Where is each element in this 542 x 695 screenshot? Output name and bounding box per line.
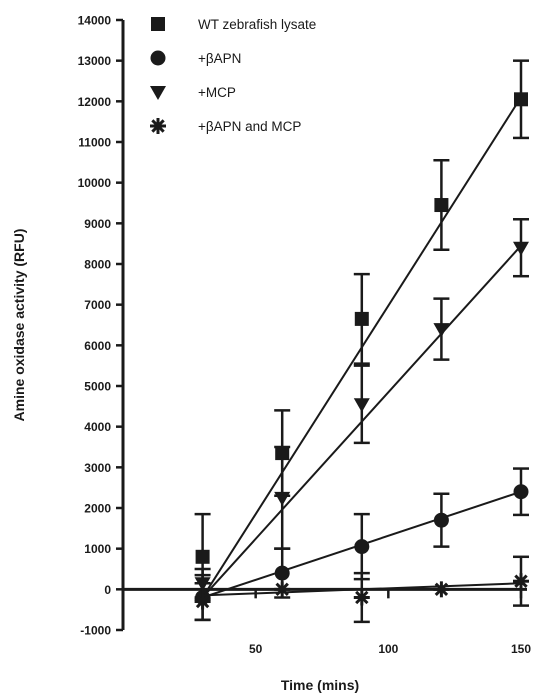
legend-item: WT zebrafish lysate	[151, 17, 316, 32]
data-point	[274, 581, 291, 598]
data-point	[195, 549, 210, 564]
legend-marker	[150, 118, 166, 134]
y-tick-label: 11000	[78, 136, 111, 150]
series-3	[194, 218, 529, 599]
data-point	[353, 589, 370, 606]
y-tick-label: 3000	[84, 461, 111, 475]
x-axis-label: Time (mins)	[281, 677, 359, 693]
y-axis: -1000 0 1000 2000 3000 4000 5000 6000 7000 8000 90…	[78, 14, 125, 638]
data-point	[433, 581, 450, 598]
legend-item: +βAPN and MCP	[150, 118, 301, 134]
y-tick-label: 2000	[84, 502, 111, 516]
data-point	[433, 323, 450, 338]
data-point	[434, 198, 449, 213]
x-tick-label: 150	[511, 642, 531, 656]
y-tick-label: 13000	[78, 54, 112, 68]
y-tick-label: 0	[104, 583, 111, 597]
data-point	[274, 565, 290, 581]
y-tick-label: 7000	[84, 298, 111, 312]
y-tick-label: 9000	[84, 217, 111, 231]
y-tick-label: 1000	[84, 542, 111, 556]
legend: WT zebrafish lysate +βAPN +MCP +βAPN and MC…	[150, 17, 316, 134]
x-axis: 50 100 150	[123, 587, 531, 656]
data-point	[354, 539, 370, 555]
data-point	[353, 398, 370, 413]
data-point	[513, 484, 529, 500]
legend-label: +MCP	[198, 85, 236, 100]
y-tick-label: 10000	[78, 176, 112, 190]
y-tick-label: 12000	[78, 95, 112, 109]
y-axis-label: Amine oxidase activity (RFU)	[11, 229, 27, 422]
legend-marker	[150, 50, 166, 66]
legend-label: +βAPN and MCP	[198, 119, 301, 134]
legend-marker	[150, 86, 166, 100]
legend-label: +βAPN	[198, 51, 241, 66]
y-tick-label: 8000	[84, 258, 111, 272]
data-point	[514, 92, 528, 107]
legend-item: +MCP	[150, 85, 236, 100]
data-point	[433, 512, 449, 528]
x-tick-label: 100	[378, 642, 398, 656]
data-point	[274, 491, 291, 506]
x-tick-label: 50	[249, 642, 263, 656]
y-tick-label: 4000	[84, 420, 111, 434]
data-point	[354, 311, 369, 326]
data-point	[194, 593, 211, 610]
data-point	[513, 241, 529, 256]
y-tick-label: 14000	[78, 14, 112, 28]
legend-marker	[151, 17, 165, 31]
y-tick-label: -1000	[80, 624, 111, 638]
plot-area	[194, 59, 529, 624]
data-point	[513, 573, 529, 590]
y-tick-label: 6000	[84, 339, 111, 353]
series-4	[194, 555, 529, 624]
legend-label: WT zebrafish lysate	[198, 17, 316, 32]
y-tick-label: 5000	[84, 380, 111, 394]
legend-item: +βAPN	[150, 50, 241, 66]
